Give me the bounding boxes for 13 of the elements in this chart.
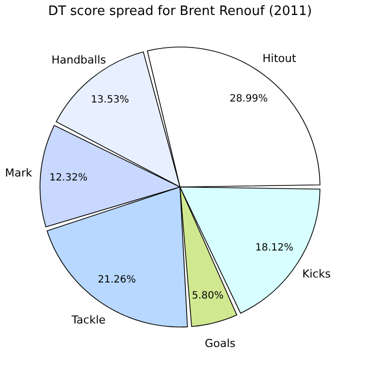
data-label: 18.12% [255,242,294,254]
data-label: 12.32% [49,172,88,184]
slice-label: Goals [204,336,236,350]
data-label: 28.99% [230,94,268,105]
slice-label: Handballs [51,54,106,67]
data-label: 5.80% [192,290,224,302]
slice-label: Tackle [70,314,106,327]
data-label: 21.26% [98,274,136,286]
slice-label: Mark [5,166,33,180]
slice-label: Hitout [262,52,297,66]
slice-label: Kicks [302,267,331,280]
chart-title: DT score spread for Brent Renouf (2011) [48,4,312,19]
data-label: 13.53% [90,94,130,106]
